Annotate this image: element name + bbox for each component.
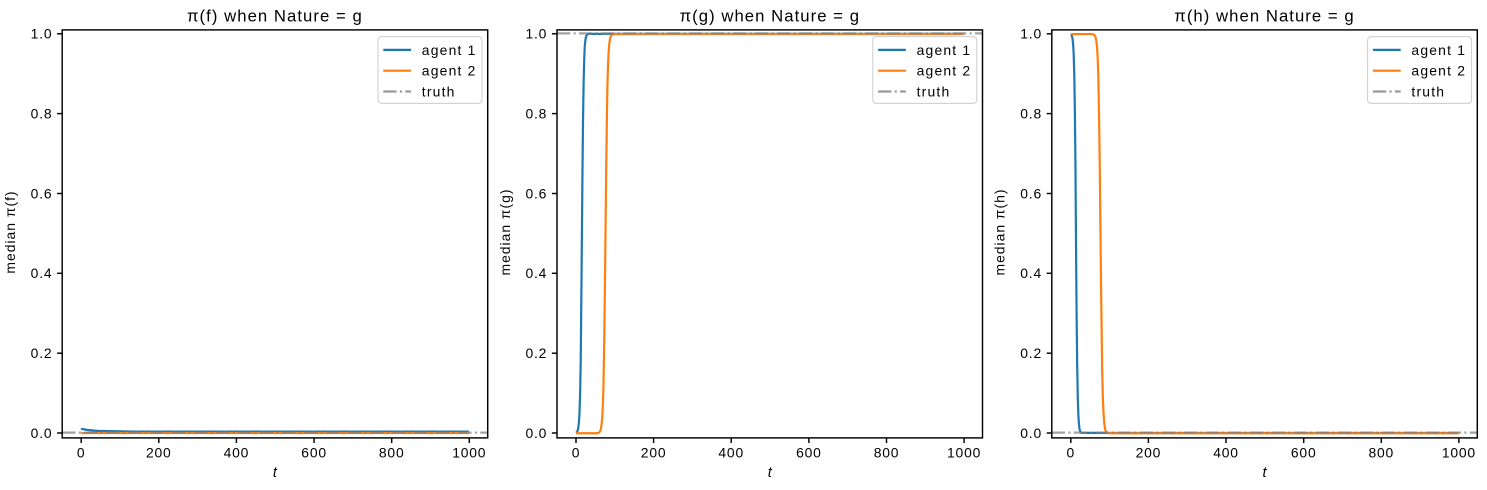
svg-text:truth: truth (422, 83, 456, 99)
svg-text:truth: truth (917, 83, 951, 99)
svg-text:0.4: 0.4 (31, 265, 53, 281)
svg-text:600: 600 (796, 444, 822, 460)
svg-text:0.6: 0.6 (1020, 185, 1042, 201)
svg-text:400: 400 (1213, 444, 1239, 460)
svg-text:median π(g): median π(g) (497, 189, 513, 276)
svg-text:1.0: 1.0 (525, 26, 547, 42)
svg-text:0.6: 0.6 (525, 185, 547, 201)
svg-text:0.6: 0.6 (31, 185, 53, 201)
svg-text:0.8: 0.8 (31, 106, 53, 122)
svg-text:800: 800 (874, 444, 900, 460)
svg-text:0.0: 0.0 (1020, 425, 1042, 441)
svg-text:t: t (768, 465, 773, 481)
svg-text:π(g) when Nature = g: π(g) when Nature = g (680, 7, 860, 26)
svg-text:agent 2: agent 2 (422, 63, 477, 79)
svg-text:200: 200 (146, 444, 172, 460)
svg-text:400: 400 (718, 444, 744, 460)
svg-text:truth: truth (1411, 83, 1445, 99)
svg-text:agent 1: agent 1 (422, 42, 477, 58)
svg-text:400: 400 (224, 444, 250, 460)
svg-text:800: 800 (379, 444, 405, 460)
svg-text:t: t (1262, 465, 1267, 481)
svg-text:0: 0 (77, 444, 86, 460)
svg-text:π(f) when Nature = g: π(f) when Nature = g (187, 7, 363, 26)
svg-text:1.0: 1.0 (1020, 26, 1042, 42)
svg-text:0.2: 0.2 (31, 345, 53, 361)
svg-text:1.0: 1.0 (31, 26, 53, 42)
svg-text:median π(h): median π(h) (992, 189, 1008, 276)
svg-text:200: 200 (1136, 444, 1162, 460)
svg-text:1000: 1000 (452, 444, 486, 460)
svg-text:0.2: 0.2 (525, 345, 547, 361)
svg-text:1000: 1000 (1442, 444, 1476, 460)
svg-text:800: 800 (1369, 444, 1395, 460)
svg-text:agent 2: agent 2 (1411, 63, 1466, 79)
svg-text:0.4: 0.4 (525, 265, 547, 281)
svg-text:0.8: 0.8 (1020, 106, 1042, 122)
svg-text:0.2: 0.2 (1020, 345, 1042, 361)
svg-text:median π(f): median π(f) (2, 190, 18, 273)
svg-text:agent 2: agent 2 (917, 63, 972, 79)
svg-text:0.8: 0.8 (525, 106, 547, 122)
svg-text:0.4: 0.4 (1020, 265, 1042, 281)
svg-text:0.0: 0.0 (525, 425, 547, 441)
svg-text:π(h) when Nature = g: π(h) when Nature = g (1174, 7, 1354, 26)
svg-text:0.0: 0.0 (31, 425, 53, 441)
svg-text:600: 600 (1291, 444, 1317, 460)
svg-text:0: 0 (1067, 444, 1076, 460)
svg-text:agent 1: agent 1 (917, 42, 972, 58)
svg-text:agent 1: agent 1 (1411, 42, 1466, 58)
svg-text:200: 200 (641, 444, 667, 460)
svg-text:0: 0 (572, 444, 581, 460)
svg-text:600: 600 (301, 444, 327, 460)
svg-text:1000: 1000 (947, 444, 981, 460)
svg-text:t: t (273, 465, 278, 481)
